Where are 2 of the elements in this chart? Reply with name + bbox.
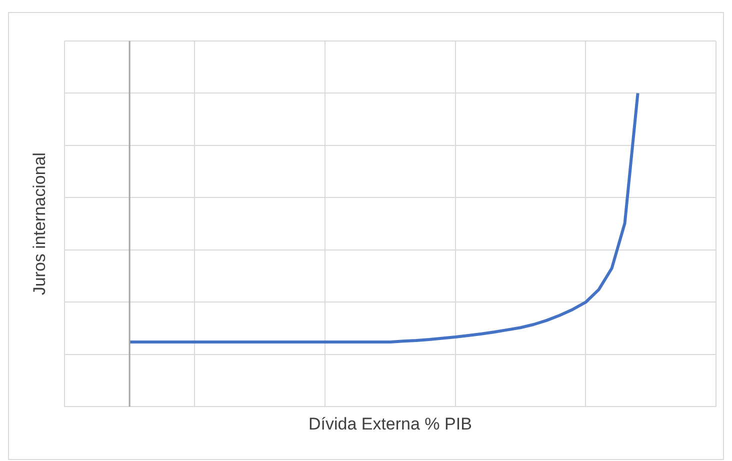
y-axis-title: Juros internacional [30,152,49,296]
x-axis-title: Dívida Externa % PIB [308,414,472,434]
